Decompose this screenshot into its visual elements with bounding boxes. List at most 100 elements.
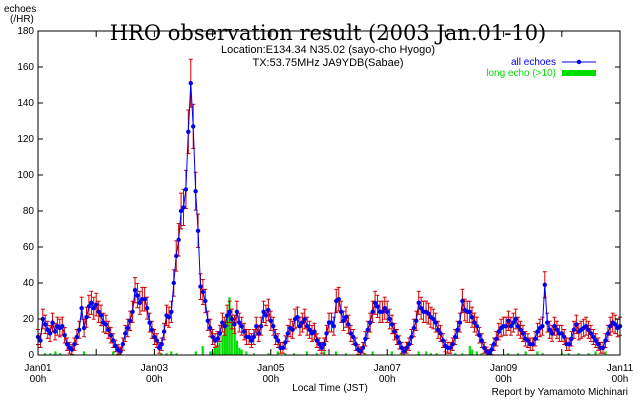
all-echoes-point: [96, 309, 101, 314]
all-echoes-point: [525, 338, 531, 343]
all-echoes-point: [348, 331, 354, 336]
all-echoes-point: [506, 318, 511, 323]
all-echoes-point: [431, 316, 436, 322]
y-tick-label: 160: [17, 62, 34, 73]
transmitter-subtitle: TX:53.75MHz JA9YDB(Sabae): [252, 57, 403, 69]
x-tick-label-date: Jan01: [24, 363, 52, 374]
all-echoes-point: [304, 324, 310, 329]
all-echoes-point: [360, 345, 366, 350]
all-echoes-point: [81, 325, 87, 331]
all-echoes-point: [559, 331, 564, 336]
all-echoes-point: [258, 324, 264, 329]
long-echo-bar: [577, 353, 580, 355]
all-echoes-point: [474, 324, 480, 329]
all-echoes-point: [203, 298, 208, 304]
all-echoes-point: [608, 324, 613, 329]
all-echoes-point: [123, 331, 128, 336]
long-echo-bar: [323, 351, 326, 355]
long-echo-bar: [468, 346, 471, 355]
all-echoes-point: [147, 320, 152, 325]
all-echoes-point: [460, 298, 465, 304]
all-echoes-point: [545, 320, 550, 325]
all-echoes-point: [314, 338, 320, 343]
y-tick-label: 100: [17, 170, 34, 181]
all-echoes-point: [542, 282, 548, 287]
x-tick-label-hour: 00h: [30, 374, 47, 385]
all-echoes-point: [200, 289, 206, 295]
long-echo-bar: [245, 351, 248, 355]
long-echo-bar: [111, 351, 115, 355]
all-echoes-point: [222, 324, 227, 329]
all-echoes-point: [86, 304, 92, 309]
all-echoes-point: [496, 329, 501, 334]
all-echoes-point: [266, 307, 271, 313]
all-echoes-point: [297, 324, 303, 329]
long-echo-bar: [276, 351, 279, 355]
all-echoes-point: [416, 300, 421, 305]
all-echoes-point: [159, 342, 164, 347]
x-tick-label-date: Jan03: [141, 363, 169, 374]
all-echoes-point: [50, 320, 55, 325]
all-echoes-point: [290, 327, 295, 332]
all-echoes-point: [346, 322, 351, 327]
all-echoes-point: [144, 306, 150, 311]
all-echoes-point: [382, 306, 387, 311]
all-echoes-point: [540, 324, 545, 329]
all-echoes-point: [394, 334, 400, 340]
all-echoes-point: [69, 347, 75, 352]
error-bars: [36, 58, 622, 356]
all-echoes-point: [397, 340, 402, 345]
long-echo-bar: [170, 351, 173, 355]
long-echo-bar: [541, 353, 544, 355]
long-echo-bar: [429, 353, 432, 355]
long-echo-bar: [536, 351, 539, 355]
all-echoes-point: [174, 253, 179, 259]
all-echoes-point: [154, 338, 160, 343]
all-echoes-point: [312, 329, 317, 334]
report-credit: Report by Yamamoto Michinari: [492, 387, 628, 398]
all-echoes-point: [515, 324, 521, 329]
long-echo-bar: [226, 313, 229, 355]
long-echo-bar: [221, 335, 224, 355]
x-tick-label-date: Jan05: [257, 363, 285, 374]
all-echoes-point: [91, 306, 96, 311]
x-tick-label-hour: 00h: [495, 374, 512, 385]
long-echo-bar: [507, 353, 510, 355]
y-tick-label: 20: [23, 314, 35, 325]
y-tick-label: 60: [23, 242, 35, 253]
all-echoes-point: [363, 336, 368, 341]
all-echoes-point: [273, 334, 278, 340]
all-echoes-point: [307, 327, 312, 332]
all-echoes-point: [467, 309, 472, 314]
all-echoes-point: [569, 336, 574, 341]
all-echoes-point: [426, 311, 431, 316]
all-echoes-point: [605, 331, 611, 336]
x-tick-label-hour: 00h: [612, 374, 629, 385]
all-echoes-point: [186, 129, 191, 134]
all-echoes-point: [588, 331, 594, 336]
all-echoes-point: [562, 334, 567, 340]
all-echoes-point: [336, 297, 341, 302]
long-echo-bar: [160, 353, 163, 355]
long-echo-bar: [218, 342, 221, 355]
long-echo-bar: [235, 340, 239, 355]
long-echo-bar: [315, 353, 318, 355]
long-echo-bar: [238, 347, 241, 355]
all-echoes-point: [418, 306, 424, 311]
axes: 020406080100120140160180Jan0100hJan0300h…: [17, 26, 633, 385]
all-echoes-point: [338, 309, 344, 314]
all-echoes-point: [79, 306, 84, 311]
all-echoes-point: [358, 349, 363, 354]
y-tick-label: 40: [23, 278, 35, 289]
all-echoes-point: [389, 322, 395, 327]
long-echo-bar: [201, 346, 204, 355]
all-echoes-point: [195, 228, 201, 233]
all-echoes-point: [469, 315, 475, 320]
all-echoes-point: [300, 320, 305, 325]
all-echoes-point: [591, 334, 596, 340]
all-echoes-point: [130, 309, 135, 314]
all-echoes-point: [125, 325, 130, 331]
all-echoes-point: [188, 81, 193, 86]
all-echoes-point: [229, 316, 235, 322]
